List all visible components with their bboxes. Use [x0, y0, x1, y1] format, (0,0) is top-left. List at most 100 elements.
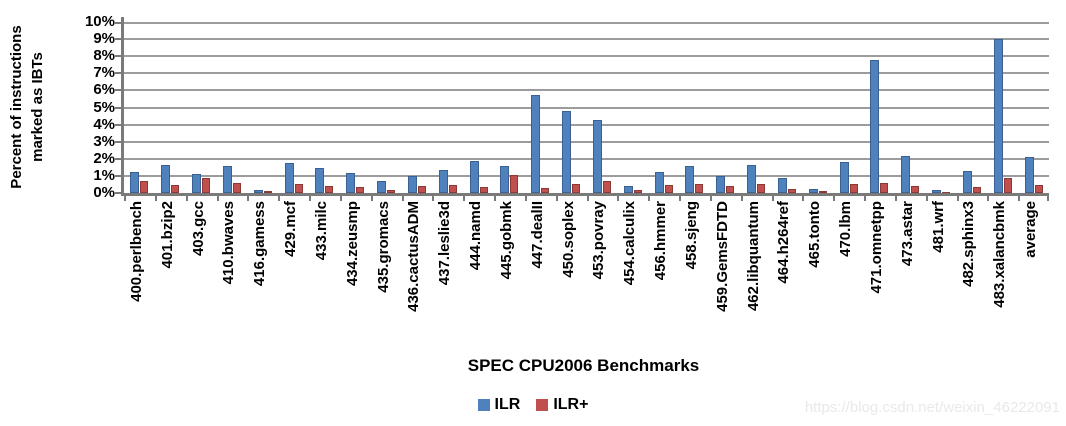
gridline [124, 123, 1049, 126]
bar-ilrplus [417, 186, 426, 193]
y-axis-tick-label: 4% [93, 115, 115, 133]
x-axis-tick-label: 450.soplex [559, 201, 577, 278]
bar-ilr [1024, 157, 1034, 193]
bar-ilrplus [726, 186, 735, 193]
x-axis-tick-label: 400.perlbench [127, 201, 145, 302]
x-axis-tick [586, 196, 589, 201]
y-axis-tick-label: 9% [93, 30, 115, 48]
bar-ilr [932, 190, 942, 193]
bar-ilrplus [787, 188, 796, 193]
bar-ilrplus [849, 183, 858, 193]
legend-item: ILR [477, 396, 520, 414]
bar-ilr [377, 181, 387, 193]
bar-ilr [315, 168, 325, 193]
y-axis-tick [115, 123, 121, 126]
bar-ilr [438, 169, 448, 193]
bar-ilr [901, 156, 911, 193]
y-axis-tick [115, 192, 121, 194]
y-axis-tick [115, 22, 121, 24]
x-axis-tick [1047, 196, 1049, 201]
y-axis-line-stub [121, 17, 124, 22]
bar-ilr [562, 110, 572, 193]
x-axis-tick-label: 473.astar [898, 201, 916, 267]
x-axis-tick-label: 447.dealII [528, 201, 546, 269]
bar-ilr [161, 164, 171, 193]
bar-ilrplus [633, 190, 642, 193]
bar-ilr [993, 39, 1003, 193]
x-axis-tick [463, 196, 466, 201]
bar-ilr [130, 172, 140, 193]
bar-ilr [777, 177, 787, 193]
legend-item: ILR+ [536, 396, 588, 414]
bar-ilr [407, 175, 417, 193]
x-axis-tick-label: 435.gromacs [374, 201, 392, 293]
bar-ilrplus [1003, 178, 1012, 193]
x-axis-tick [494, 196, 496, 201]
bar-ilrplus [171, 185, 180, 193]
x-axis-tick [956, 196, 959, 201]
bar-ilrplus [757, 184, 766, 193]
x-axis-tick [309, 196, 311, 201]
bar-ilrplus [448, 185, 457, 193]
legend: ILR ILR+ [0, 396, 1066, 414]
bar-ilr [685, 165, 695, 193]
x-axis-tick [154, 196, 157, 201]
gridline [124, 174, 1049, 177]
x-axis-tick-label: 437.leslie3d [436, 201, 454, 286]
bar-ilrplus [880, 182, 889, 193]
bar-ilr [469, 160, 479, 193]
x-axis-tick [339, 196, 342, 201]
bar-ilr [747, 164, 757, 193]
y-axis-tick-label: 0% [93, 184, 115, 201]
x-axis-tick [617, 196, 620, 201]
x-axis-tick-label: 465.tonto [806, 201, 824, 268]
bar-ilr [962, 170, 972, 193]
bar-ilrplus [602, 181, 611, 193]
bar-ilrplus [911, 186, 920, 193]
x-axis-tick [894, 196, 897, 201]
y-axis-tick-label: 5% [93, 98, 115, 116]
x-axis-tick [864, 196, 866, 201]
bar-ilrplus [263, 191, 272, 193]
x-axis-tick-label: 456.hmmer [652, 201, 670, 281]
x-axis-tick-label: 433.milc [312, 201, 330, 261]
x-axis-tick [401, 196, 404, 201]
y-axis-tick [115, 157, 121, 160]
x-axis-tick-label: 434.zeusmp [343, 201, 361, 287]
watermark: https://blog.csdn.net/weixin_46222091 [804, 399, 1060, 416]
bar-ilrplus [972, 187, 981, 193]
x-axis-tick [679, 196, 681, 201]
x-axis-tick-label: 454.calculix [621, 201, 639, 286]
y-axis-tick-label: 7% [93, 64, 115, 82]
y-axis-tick [115, 55, 121, 58]
x-axis-tick [771, 196, 774, 201]
x-axis-tick [216, 196, 219, 201]
x-axis-tick [247, 196, 250, 201]
bar-ilrplus [140, 181, 149, 193]
bar-ilr [192, 174, 202, 193]
gridline [124, 89, 1049, 92]
bar-ilr [808, 188, 818, 193]
bar-ilr [253, 189, 263, 193]
bar-ilrplus [664, 185, 673, 193]
bar-ilrplus [818, 191, 827, 193]
x-axis-tick-label: 470.lbm [837, 201, 855, 257]
x-axis-tick [278, 196, 281, 201]
bar-ilrplus [942, 191, 951, 193]
x-axis-tick [740, 196, 743, 201]
legend-swatch-ilr [477, 399, 490, 411]
x-axis-tick-label: 410.bwaves [220, 201, 238, 285]
x-axis-tick-label: 482.sphinx3 [960, 201, 978, 287]
bar-ilr [346, 173, 356, 193]
x-axis-tick-label: 462.libquantum [744, 201, 762, 312]
x-axis-tick-label: 458.sjeng [682, 201, 700, 270]
bar-ilrplus [541, 187, 550, 193]
bar-ilrplus [202, 178, 211, 193]
x-axis-tick-label: 481.wrf [929, 201, 947, 253]
legend-label: ILR+ [553, 396, 589, 413]
bar-ilrplus [510, 175, 519, 193]
x-axis-tick-label: 464.h264ref [775, 201, 793, 284]
bar-ilr [500, 166, 510, 193]
plot-area: 0% 1% 2% 3% 4% 5% 6% 7% 8% 9% 10% [85, 13, 1049, 201]
